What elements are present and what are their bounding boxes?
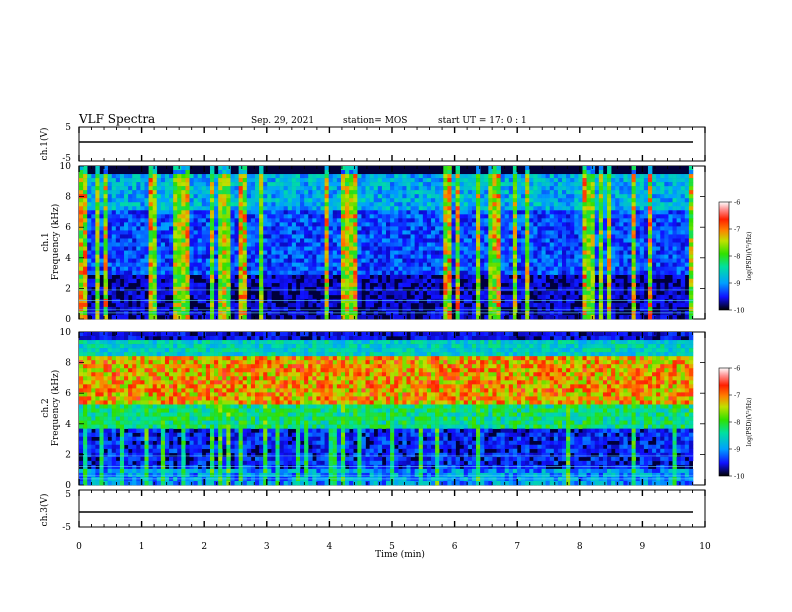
ch2-spectrogram-image — [79, 332, 694, 486]
frequency-tick-label: 10 — [60, 328, 72, 338]
time-tick-label: 4 — [327, 542, 333, 552]
ch3-waveform-panel: 5 -5 ch.3(V) — [39, 489, 706, 533]
ch3-ylabel: ch.3(V) — [39, 494, 50, 527]
time-tick-label: 0 — [76, 542, 82, 552]
colorbar-tick-label: -6 — [734, 365, 740, 373]
ch1-colorbar-bar — [718, 201, 730, 311]
frequency-tick-label: 6 — [65, 389, 71, 399]
colorbar-tick-label: -10 — [734, 307, 744, 315]
frequency-tick-label: 0 — [65, 481, 71, 491]
time-tick-label: 7 — [514, 542, 520, 552]
ch1-spectrogram-ylabel-channel: ch.1 — [41, 232, 51, 251]
ch1-spectrogram-panel: 10 8 6 4 2 0 ch.1 Frequency (kHz) — [41, 162, 706, 325]
time-tick-label: 9 — [640, 542, 646, 552]
colorbar-tick-label: -9 — [734, 446, 740, 454]
time-tick-label: 1 — [139, 542, 145, 552]
frequency-tick-label: 4 — [65, 420, 71, 430]
ch1-ylabel: ch.1(V) — [39, 128, 50, 161]
frequency-tick-label: 2 — [65, 450, 71, 460]
ch1-spectrogram-image — [79, 166, 694, 320]
ch2-spectrogram-ticks — [78, 332, 706, 485]
colorbar-tick-label: -9 — [734, 280, 740, 288]
figure-title: VLF Spectra — [78, 112, 155, 126]
date-label: Sep. 29, 2021 — [251, 116, 314, 126]
colorbar-tick-label: -10 — [734, 473, 744, 481]
ch2-colorbar-bar — [718, 367, 730, 477]
spectrogram-cells — [79, 332, 694, 486]
ch2-colorbar-label: log(PSD)(V²/Hz) — [746, 398, 753, 447]
time-tick-label: 8 — [577, 542, 583, 552]
station-label: station= MOS — [343, 116, 407, 126]
ch3-ytick-bottom: -5 — [62, 523, 71, 533]
colorbar-tick-label: -7 — [734, 226, 740, 234]
frequency-tick-label: 4 — [65, 254, 71, 264]
ch3-waveform-ticks — [78, 490, 706, 527]
colorbar-tick-label: -6 — [734, 199, 740, 207]
ch1-colorbar: -6 -7 -8 -9 -10 log(PSD)(V²/Hz) — [718, 199, 753, 315]
ch1-colorbar-ticks: -6 -7 -8 -9 -10 — [729, 199, 744, 315]
time-tick-label: 6 — [452, 542, 458, 552]
ch2-spectrogram-ylabel-channel: ch.2 — [41, 398, 51, 417]
ch1-spectrogram-ylabel: Frequency (kHz) — [50, 204, 61, 281]
ch2-spectrogram-ylabel: Frequency (kHz) — [50, 370, 61, 447]
ch2-colorbar: -6 -7 -8 -9 -10 log(PSD)(V²/Hz) — [718, 365, 753, 481]
time-tick-label: 3 — [264, 542, 270, 552]
frequency-tick-label: 8 — [65, 193, 71, 203]
colorbar-tick-label: -8 — [734, 419, 740, 427]
start-time-label: start UT = 17: 0 : 1 — [438, 116, 527, 126]
ch2-spectrogram-panel: 10 8 6 4 2 0 ch.2 Frequency (kHz) — [41, 328, 706, 491]
frequency-tick-label: 6 — [65, 223, 71, 233]
time-tick-label: 5 — [389, 542, 395, 552]
ch2-colorbar-ticks: -6 -7 -8 -9 -10 — [729, 365, 744, 481]
colorbar-tick-label: -7 — [734, 392, 740, 400]
ch1-waveform-ticks — [78, 127, 706, 161]
frequency-tick-label: 2 — [65, 284, 71, 294]
ch1-frequency-tick-labels: 10 8 6 4 2 0 — [60, 162, 705, 325]
time-tick-labels: 0 1 2 3 4 5 6 7 8 9 10 — [76, 542, 711, 552]
ch3-ytick-top: 5 — [65, 490, 71, 500]
ch1-spectrogram-ticks — [78, 166, 706, 319]
ch3-waveform-frame — [78, 489, 706, 528]
ch1-ytick-top: 5 — [65, 123, 71, 133]
colorbar-tick-label: -8 — [734, 253, 740, 261]
frequency-tick-label: 0 — [65, 315, 71, 325]
time-axis-label: Time (min) — [375, 549, 425, 560]
ch1-waveform-panel: 5 -5 ch.1(V) — [39, 123, 706, 164]
ch1-colorbar-label: log(PSD)(V²/Hz) — [746, 232, 753, 281]
ch1-ytick-bottom: -5 — [62, 154, 71, 164]
ch2-frequency-tick-labels: 10 8 6 4 2 0 — [60, 328, 705, 491]
time-tick-label: 10 — [699, 542, 711, 552]
time-tick-label: 2 — [201, 542, 207, 552]
frequency-tick-label: 10 — [60, 162, 72, 172]
frequency-tick-label: 8 — [65, 359, 71, 369]
